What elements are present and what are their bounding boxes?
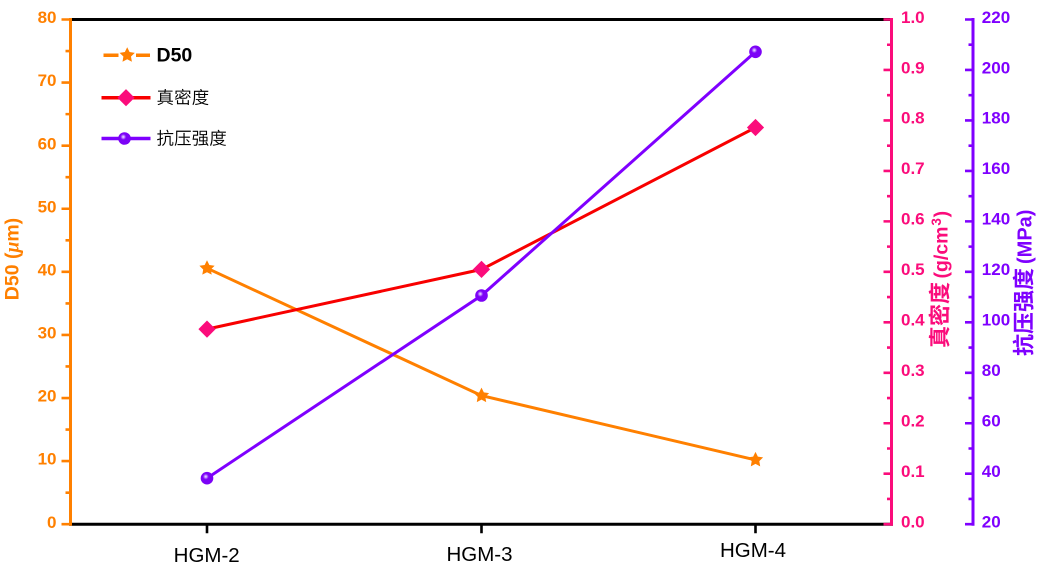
svg-text:80: 80 (982, 361, 1001, 380)
svg-text:60: 60 (982, 412, 1001, 431)
svg-text:220: 220 (982, 8, 1010, 27)
svg-text:0.0: 0.0 (901, 513, 925, 532)
svg-text:): ) (931, 211, 953, 218)
svg-text:200: 200 (982, 58, 1010, 77)
svg-text:60: 60 (38, 134, 57, 153)
svg-text:HGM-4: HGM-4 (720, 539, 786, 562)
svg-text:D50 (μm): D50 (μm) (2, 218, 24, 300)
svg-text:120: 120 (982, 260, 1010, 279)
svg-text:0.3: 0.3 (901, 361, 925, 380)
svg-text:70: 70 (38, 71, 57, 90)
svg-text:3: 3 (929, 218, 944, 226)
svg-text:180: 180 (982, 109, 1010, 128)
svg-text:HGM-2: HGM-2 (174, 544, 240, 567)
svg-text:20: 20 (982, 513, 1001, 532)
svg-text:20: 20 (38, 387, 57, 406)
svg-text:D50: D50 (157, 45, 193, 67)
svg-text:140: 140 (982, 210, 1010, 229)
svg-text:50: 50 (38, 197, 57, 216)
svg-text:0.7: 0.7 (901, 159, 925, 178)
svg-text:HGM-3: HGM-3 (446, 543, 512, 566)
svg-text:40: 40 (38, 260, 57, 279)
svg-text:100: 100 (982, 311, 1010, 330)
svg-text:10: 10 (38, 450, 57, 469)
svg-text:40: 40 (982, 462, 1001, 481)
svg-text:(g/cm: (g/cm (931, 226, 953, 278)
svg-text:0.2: 0.2 (901, 412, 925, 431)
svg-text:0.9: 0.9 (901, 58, 925, 77)
svg-text:0.6: 0.6 (901, 210, 925, 229)
svg-text:80: 80 (38, 8, 57, 27)
svg-text:0.4: 0.4 (901, 311, 925, 330)
svg-text:160: 160 (982, 159, 1010, 178)
svg-text:0: 0 (47, 513, 56, 532)
svg-text:1.0: 1.0 (901, 8, 925, 27)
svg-text:0.1: 0.1 (901, 462, 925, 481)
svg-text:0.5: 0.5 (901, 260, 925, 279)
svg-text:(MPa): (MPa) (1015, 210, 1037, 264)
svg-text:0.8: 0.8 (901, 109, 925, 128)
svg-text:30: 30 (38, 324, 57, 343)
